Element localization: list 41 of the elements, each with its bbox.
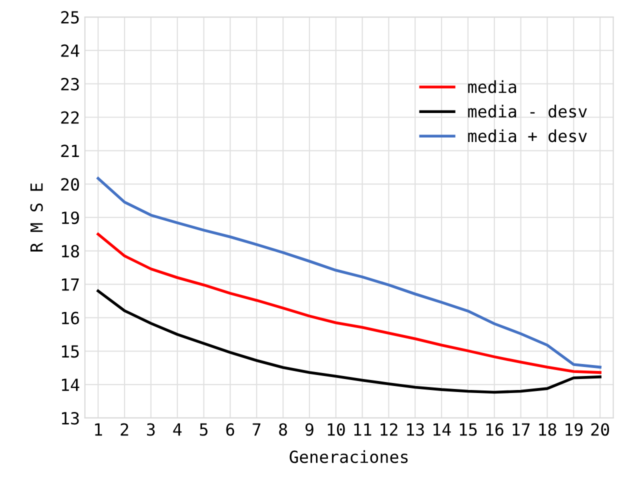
x-tick-label: 3 (147, 423, 155, 436)
x-tick-label: 16 (486, 423, 504, 436)
x-tick-label: 9 (305, 423, 314, 436)
x-tick-label: 13 (407, 423, 424, 436)
y-tick-label: 20 (61, 178, 79, 191)
y-tick-label: 22 (61, 111, 79, 124)
legend-label: media + desv (468, 129, 587, 142)
x-tick-label: 4 (173, 423, 182, 436)
y-tick-label: 18 (62, 244, 79, 258)
x-tick-label: 1 (95, 423, 102, 436)
x-tick-label: 2 (120, 423, 128, 436)
legend-label: media - desv (468, 104, 587, 118)
x-tick-label: 15 (460, 423, 477, 436)
x-tick-label: 17 (512, 423, 530, 436)
x-tick-label: 14 (434, 423, 451, 436)
x-tick-label: 19 (566, 423, 583, 436)
y-tick-label: 25 (61, 11, 79, 24)
x-tick-label: 5 (200, 423, 208, 436)
x-axis-title: Generaciones (290, 450, 408, 464)
line-series (96, 177, 602, 369)
x-tick-label: 12 (380, 423, 398, 436)
y-tick-label: 21 (61, 144, 79, 158)
y-tick-label: 17 (62, 278, 79, 291)
legend-label: media (468, 80, 516, 94)
line-series (96, 232, 602, 374)
y-tick-label: 24 (61, 44, 80, 57)
y-tick-label: 23 (61, 78, 79, 90)
y-tick-label: 13 (62, 412, 79, 425)
x-tick-label: 8 (279, 423, 287, 436)
line-series (96, 290, 602, 394)
x-tick-label: 6 (226, 423, 234, 436)
y-tick-label: 16 (62, 312, 79, 324)
x-tick-label: 20 (591, 423, 610, 436)
x-tick-label: 7 (252, 423, 260, 436)
y-tick-label: 19 (62, 211, 79, 224)
x-tick-label: 10 (328, 423, 345, 436)
y-tick-label: 14 (62, 378, 80, 391)
y-tick-label: 15 (62, 345, 79, 358)
y-axis-title: R M S E (30, 183, 43, 252)
x-tick-label: 11 (354, 423, 372, 436)
x-tick-label: 18 (539, 423, 556, 436)
